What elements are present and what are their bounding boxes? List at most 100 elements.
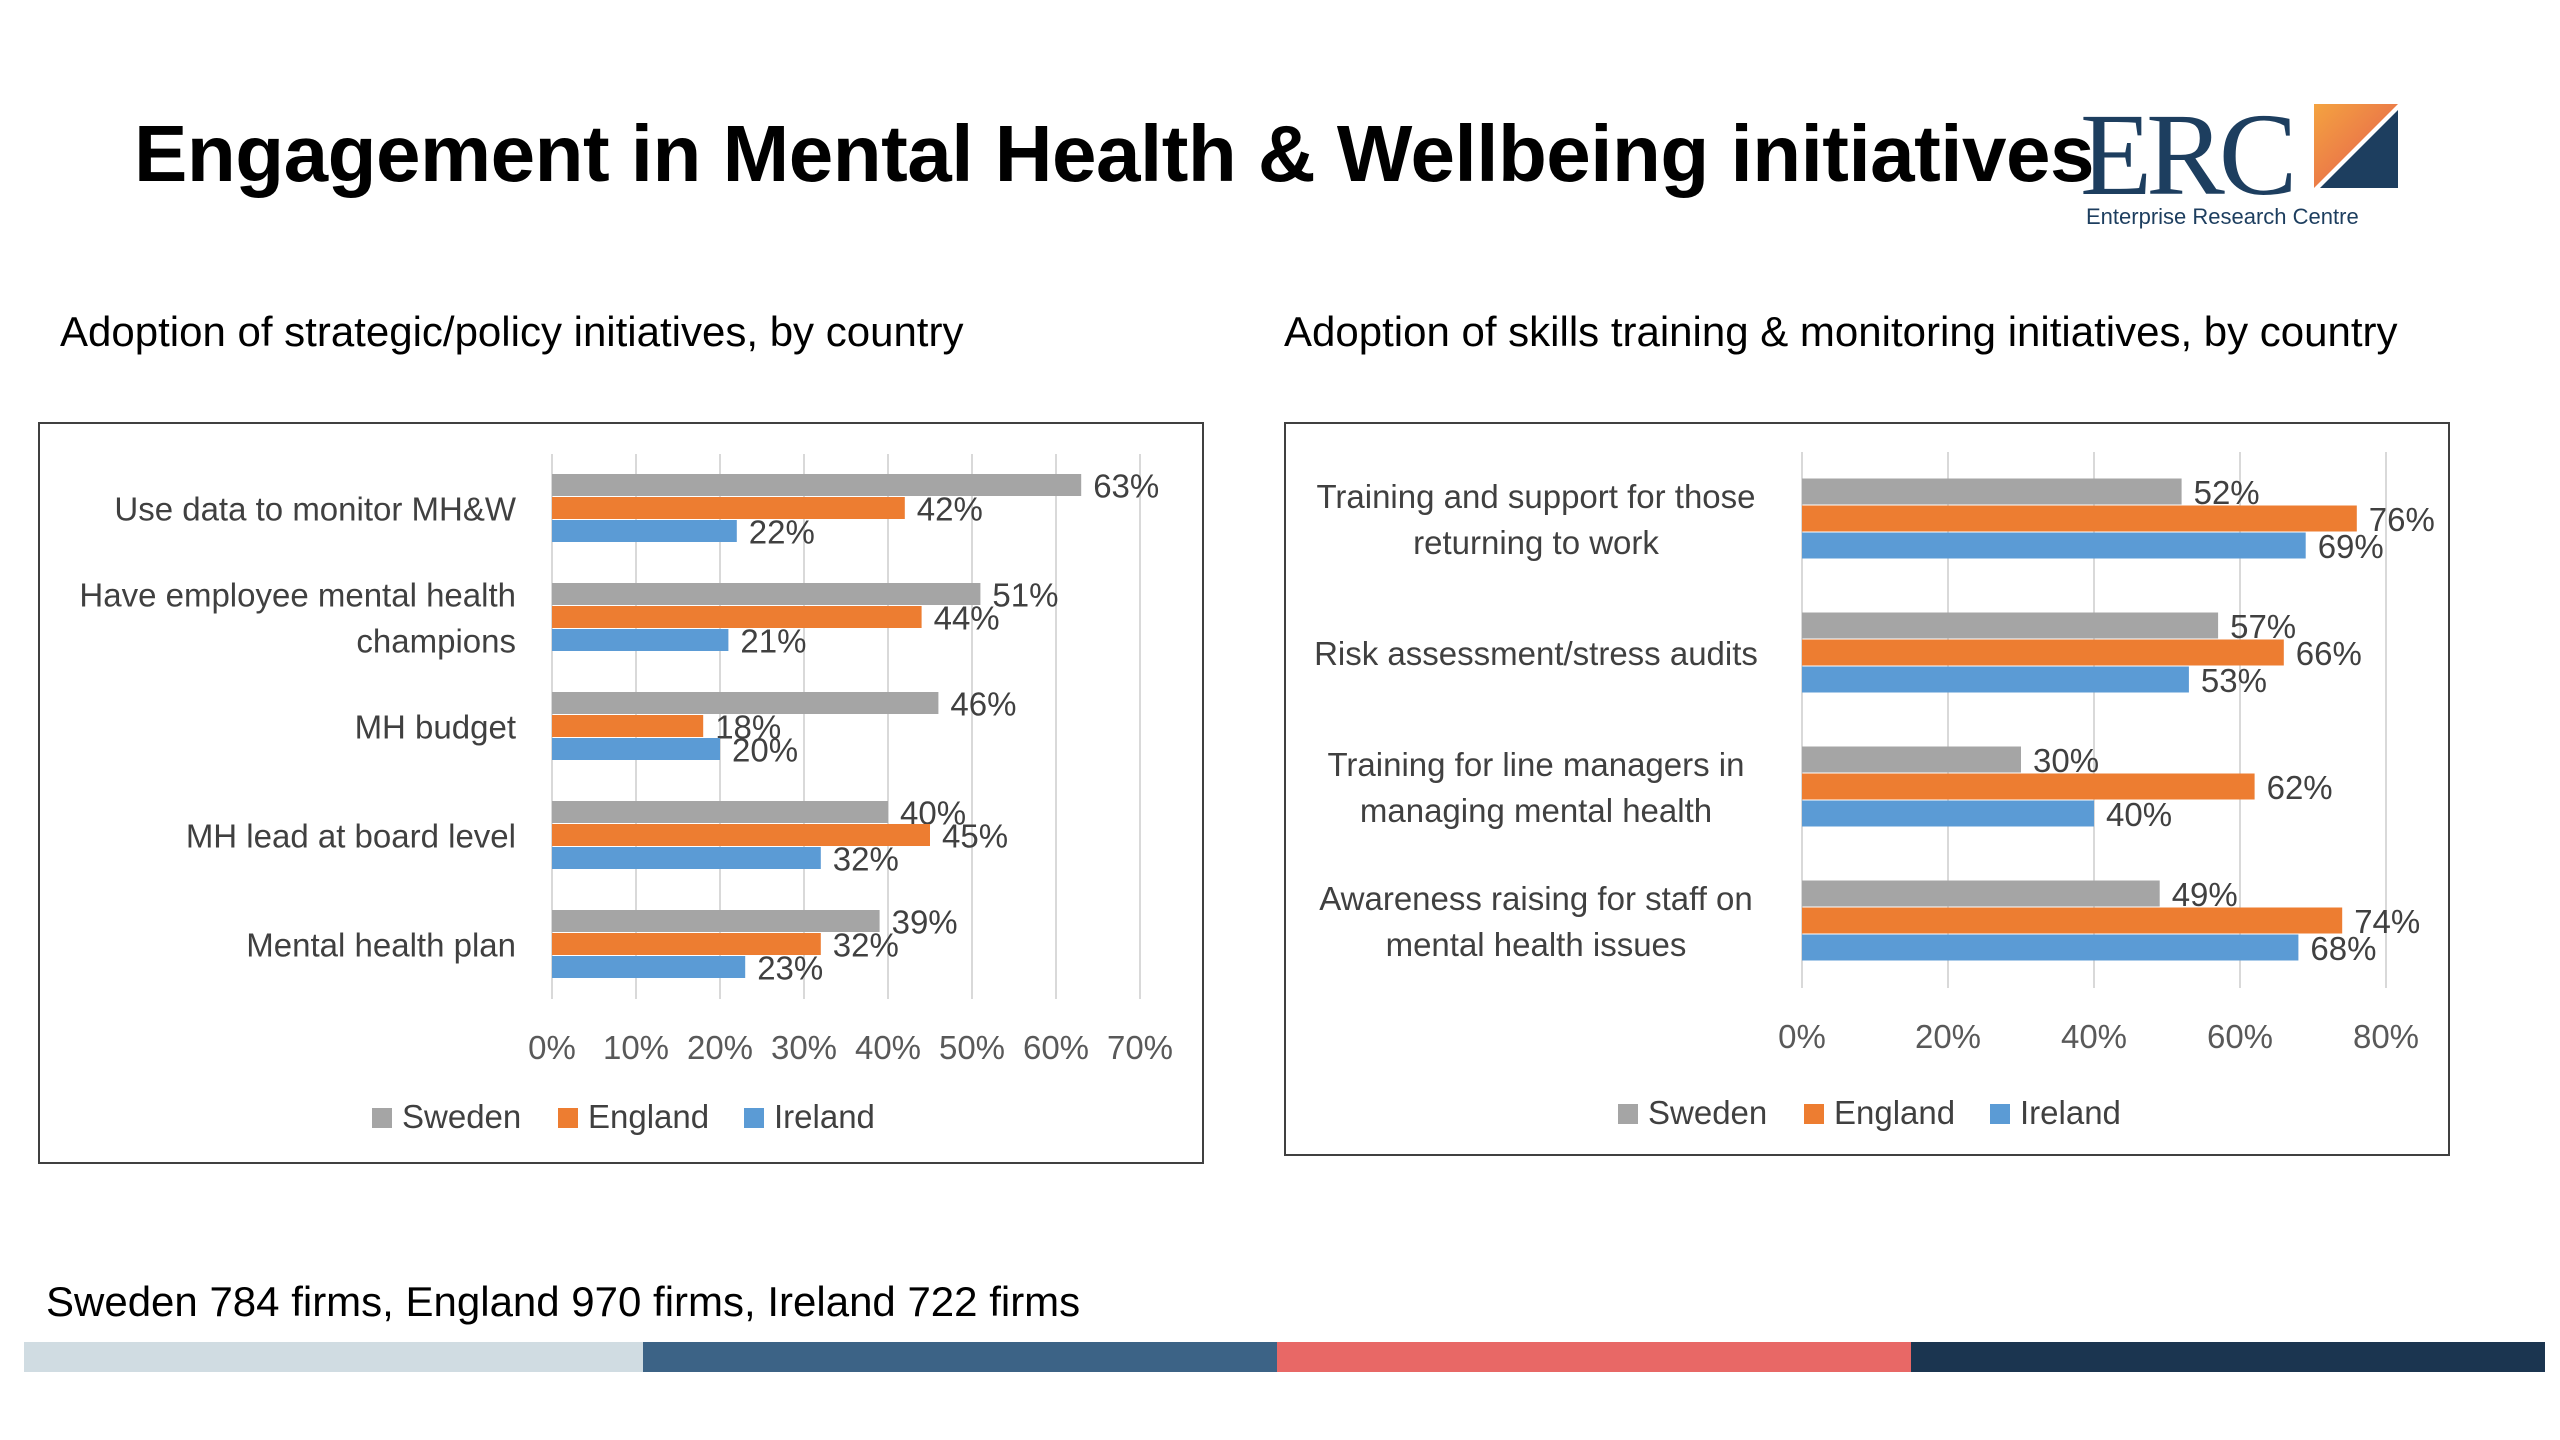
legend-swatch-ireland xyxy=(744,1108,764,1128)
data-label-sweden: 46% xyxy=(950,686,1016,723)
data-label-ireland: 22% xyxy=(749,514,815,551)
x-tick-label: 50% xyxy=(939,1029,1005,1066)
category-label: Mental health plan xyxy=(246,927,516,964)
bar-england xyxy=(1802,907,2343,934)
bar-ireland xyxy=(552,520,737,542)
bar-sweden xyxy=(552,801,888,823)
data-label-england: 74% xyxy=(2354,903,2420,940)
left-chart-svg: 0% 10% 20% 30% 40% 50% 60% 70% Use data to monit… xyxy=(79,454,1173,1135)
data-label-sweden: 49% xyxy=(2172,876,2238,913)
data-label-ireland: 23% xyxy=(757,950,823,987)
x-tick-label: 20% xyxy=(687,1029,753,1066)
data-label-england: 62% xyxy=(2267,769,2333,806)
category-label: Training and support for those xyxy=(1316,478,1755,515)
data-label-ireland: 53% xyxy=(2201,662,2267,699)
x-tick-label: 60% xyxy=(1023,1029,1089,1066)
x-tick-label: 30% xyxy=(771,1029,837,1066)
bar-ireland xyxy=(1802,666,2189,693)
category-label: mental health issues xyxy=(1386,926,1687,963)
data-label-england: 32% xyxy=(833,927,899,964)
x-tick-label: 0% xyxy=(1778,1018,1826,1055)
category-label: Awareness raising for staff on xyxy=(1319,880,1753,917)
bar-england xyxy=(1802,773,2255,800)
category-label: Have employee mental health xyxy=(79,577,516,614)
legend-swatch-ireland xyxy=(1990,1104,2010,1124)
data-label-england: 42% xyxy=(917,491,983,528)
legend-label-ireland: Ireland xyxy=(2020,1094,2121,1131)
x-tick-label: 20% xyxy=(1915,1018,1981,1055)
x-tick-label: 40% xyxy=(2061,1018,2127,1055)
logo-subtitle: Enterprise Research Centre xyxy=(2086,204,2359,229)
category-label: Use data to monitor MH&W xyxy=(114,491,516,528)
data-label-ireland: 21% xyxy=(740,623,806,660)
x-tick-label: 60% xyxy=(2207,1018,2273,1055)
data-label-england: 18% xyxy=(715,709,781,746)
footer-stripe-1 xyxy=(24,1342,643,1372)
data-label-sweden: 30% xyxy=(2033,742,2099,779)
data-label-england: 66% xyxy=(2296,635,2362,672)
x-tick-label: 0% xyxy=(528,1029,576,1066)
legend-label-sweden: Sweden xyxy=(1648,1094,1767,1131)
data-label-sweden: 57% xyxy=(2230,608,2296,645)
legend-swatch-sweden xyxy=(1618,1104,1638,1124)
data-label-ireland: 68% xyxy=(2310,930,2376,967)
data-label-ireland: 20% xyxy=(732,732,798,769)
data-label-ireland: 40% xyxy=(2106,796,2172,833)
right-chart-subtitle: Adoption of skills training & monitoring… xyxy=(1284,308,2398,355)
category-label: MH budget xyxy=(355,709,516,746)
bar-ireland xyxy=(1802,800,2094,827)
category-label: Risk assessment/stress audits xyxy=(1314,635,1758,672)
legend-swatch-sweden xyxy=(372,1108,392,1128)
sample-size-note: Sweden 784 firms, England 970 firms, Ire… xyxy=(46,1278,1081,1325)
legend-label-sweden: Sweden xyxy=(402,1098,521,1135)
category-label: MH lead at board level xyxy=(186,818,516,855)
data-label-england: 44% xyxy=(934,600,1000,637)
data-label-england: 45% xyxy=(942,818,1008,855)
left-chart-subtitle: Adoption of strategic/policy initiatives… xyxy=(60,308,964,355)
data-label-sweden: 51% xyxy=(992,577,1058,614)
bar-ireland xyxy=(552,956,746,978)
data-label-sweden: 63% xyxy=(1093,468,1159,505)
page-title: Engagement in Mental Health & Wellbeing … xyxy=(134,109,2095,198)
left-chart: 0% 10% 20% 30% 40% 50% 60% 70% Use data to monit… xyxy=(38,422,1204,1164)
bar-sweden xyxy=(552,583,981,605)
bar-sweden xyxy=(552,910,880,932)
logo-text: ERC xyxy=(2080,89,2297,220)
bar-england xyxy=(1802,505,2357,532)
bar-sweden xyxy=(1802,880,2160,907)
bar-ireland xyxy=(552,847,821,869)
x-tick-label: 80% xyxy=(2353,1018,2419,1055)
logo-mark-icon xyxy=(2314,104,2398,188)
category-label: managing mental health xyxy=(1360,792,1712,829)
x-tick-label: 70% xyxy=(1107,1029,1173,1066)
bar-sweden xyxy=(1802,746,2021,773)
data-label-ireland: 69% xyxy=(2318,528,2384,565)
bar-ireland xyxy=(552,738,720,760)
right-chart: 0% 20% 40% 60% 80% Training and support for t… xyxy=(1284,422,2450,1156)
bar-ireland xyxy=(1802,934,2299,961)
data-label-england: 76% xyxy=(2369,501,2435,538)
category-label: returning to work xyxy=(1413,524,1659,561)
data-label-ireland: 32% xyxy=(833,841,899,878)
legend-label-england: England xyxy=(588,1098,709,1135)
footer-stripe-4 xyxy=(1911,1342,2545,1372)
bar-sweden xyxy=(1802,612,2219,639)
legend-swatch-england xyxy=(1804,1104,1824,1124)
bar-england xyxy=(552,933,821,955)
bar-england xyxy=(1802,639,2284,666)
bar-england xyxy=(552,715,704,737)
bar-england xyxy=(552,497,905,519)
bar-england xyxy=(552,824,930,846)
x-tick-label: 40% xyxy=(855,1029,921,1066)
bar-ireland xyxy=(552,629,729,651)
legend-label-ireland: Ireland xyxy=(774,1098,875,1135)
footer-stripe-3 xyxy=(1277,1342,1911,1372)
footer-stripe-2 xyxy=(643,1342,1277,1372)
data-label-sweden: 39% xyxy=(892,904,958,941)
right-chart-svg: 0% 20% 40% 60% 80% Training and support for t… xyxy=(1314,452,2435,1131)
category-label: Training for line managers in xyxy=(1328,746,1745,783)
legend-swatch-england xyxy=(558,1108,578,1128)
bar-sweden xyxy=(552,474,1082,496)
data-label-sweden: 52% xyxy=(2194,474,2260,511)
bar-sweden xyxy=(552,692,939,714)
